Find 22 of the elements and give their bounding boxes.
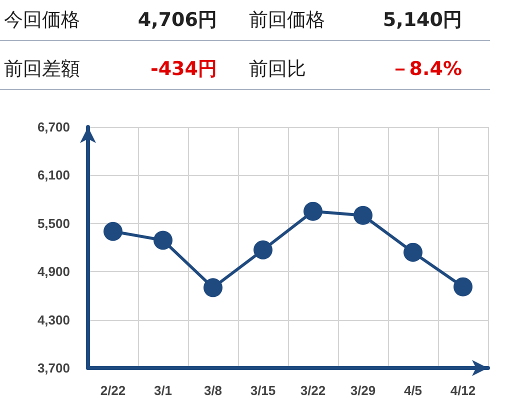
y-tick-label: 4,300: [37, 312, 70, 328]
y-tick-label: 6,100: [37, 168, 70, 183]
x-tick-label: 2/22: [100, 383, 126, 398]
x-tick-label: 4/12: [450, 383, 476, 398]
y-tick-label: 3,700: [37, 360, 70, 376]
x-tick-label: 3/15: [250, 383, 276, 398]
x-tick-label: 4/5: [404, 383, 422, 398]
text: 前回価格: [249, 8, 325, 33]
x-tick-label: 3/1: [154, 383, 172, 398]
y-tick-label: 5,500: [37, 216, 70, 231]
x-tick-label: 3/22: [300, 383, 326, 398]
text: 前回比: [249, 57, 306, 82]
text: -434円: [150, 57, 217, 82]
text: 前回差額: [4, 57, 80, 82]
text: －8.4%: [390, 57, 462, 82]
y-tick-label: 4,900: [37, 264, 70, 280]
text: 5,140円: [382, 8, 462, 33]
text: 4,706円: [138, 8, 217, 33]
x-tick-label: 3/8: [204, 383, 222, 398]
x-tick-label: 3/29: [350, 383, 376, 398]
y-tick-label: 6,700: [37, 120, 70, 134]
text: 今回価格: [4, 8, 80, 33]
